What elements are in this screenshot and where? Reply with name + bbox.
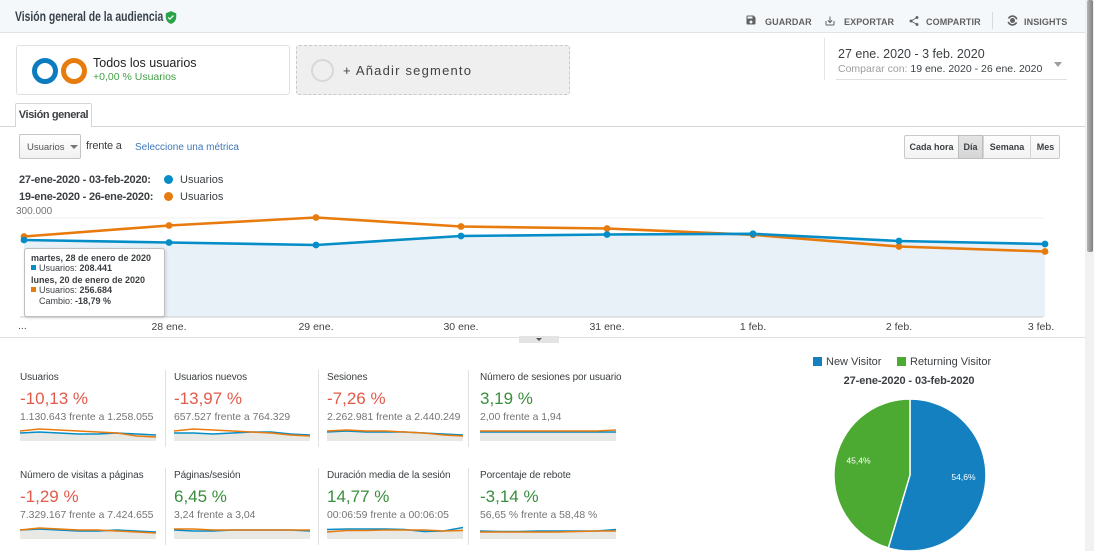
svg-text:54,6%: 54,6% bbox=[951, 472, 976, 482]
svg-text:45,4%: 45,4% bbox=[846, 456, 871, 466]
